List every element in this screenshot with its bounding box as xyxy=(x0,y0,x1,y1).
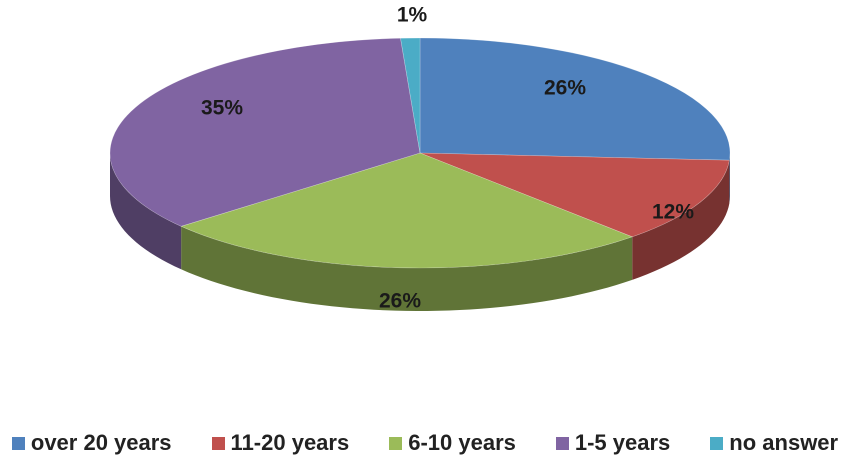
legend-item-over-20-years: over 20 years xyxy=(11,430,172,456)
pie-side-11-20-years xyxy=(632,160,730,280)
legend: over 20 years 11-20 years 6-10 years 1-5 ye… xyxy=(0,426,850,460)
legend-label: no answer xyxy=(729,430,839,455)
legend-label: 1-5 years xyxy=(574,430,671,455)
pie-side-6-10-years xyxy=(181,226,633,311)
pie-slice-11-20-years[interactable] xyxy=(419,152,730,238)
pie-slice-6-10-years[interactable] xyxy=(180,152,634,269)
legend-item-no-answer: no answer xyxy=(710,430,838,456)
legend-item-11-20-years: 11-20 years xyxy=(211,430,350,456)
data-label-1-5-years: 35% xyxy=(201,97,243,120)
legend-label: over 20 years xyxy=(30,430,172,455)
legend-label: 6-10 years xyxy=(408,430,516,455)
legend-label: 11-20 years xyxy=(230,430,350,455)
data-label-6-10-years: 26% xyxy=(379,290,421,313)
data-labels: 26% 12% 26% 35% 1% xyxy=(201,4,694,313)
legend-swatch xyxy=(710,436,724,450)
pie-slice-1-5-years[interactable] xyxy=(109,37,421,227)
data-label-11-20-years: 12% xyxy=(652,201,694,224)
pie-slice-over-20-years[interactable] xyxy=(419,37,731,161)
legend-swatch xyxy=(211,436,225,450)
pie-slice-no-answer[interactable] xyxy=(400,37,421,154)
pie-side-over-20-years xyxy=(729,153,730,204)
pie-slices xyxy=(109,37,731,269)
legend-swatch xyxy=(11,436,25,450)
legend-item-1-5-years: 1-5 years xyxy=(555,430,671,456)
pie-side-1-5-years xyxy=(110,153,182,270)
legend-item-6-10-years: 6-10 years xyxy=(389,430,516,456)
pie-sides xyxy=(110,153,730,311)
legend-swatch xyxy=(389,436,403,450)
data-label-over-20-years: 26% xyxy=(544,77,586,100)
data-label-no-answer: 1% xyxy=(397,4,428,27)
legend-swatch xyxy=(555,436,569,450)
